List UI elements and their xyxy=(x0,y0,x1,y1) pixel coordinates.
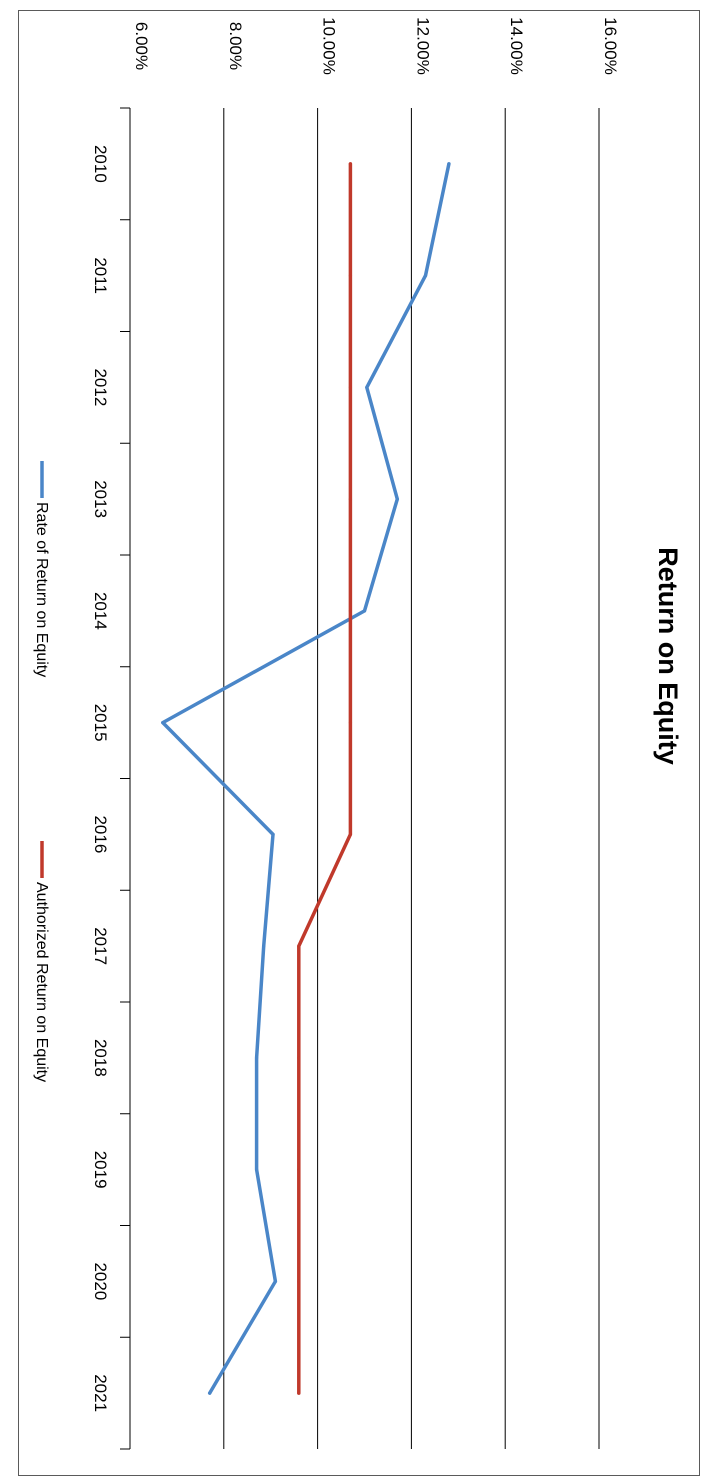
series-lines xyxy=(161,162,450,1394)
gridlines xyxy=(224,108,599,1449)
category-tick-label: 2019 xyxy=(91,1151,110,1189)
category-tick-label: 2021 xyxy=(91,1374,110,1412)
data-point xyxy=(349,386,352,389)
chart-frame: 6.00% 8.00% 10.00% 12.00% 14.00% 16.00% 2010 20… xyxy=(18,10,700,1476)
return-on-equity-chart: 6.00% 8.00% 10.00% 12.00% 14.00% 16.00% 2010 20… xyxy=(19,11,701,1477)
legend-label: Rate of Return on Equity xyxy=(33,502,50,677)
data-point xyxy=(349,274,352,277)
data-point xyxy=(349,833,352,836)
value-tick-label: 6.00% xyxy=(132,22,151,70)
legend: Rate of Return on Equity Authorized Retur… xyxy=(33,461,50,1082)
value-tick-label: 12.00% xyxy=(413,17,432,75)
data-point xyxy=(363,609,366,612)
data-point xyxy=(255,1168,258,1171)
category-tick-label: 2010 xyxy=(91,145,110,183)
chart-title: Return on Equity xyxy=(653,547,683,765)
data-point xyxy=(349,498,352,501)
value-tick-label: 10.00% xyxy=(320,17,339,75)
series-line-authorized-return xyxy=(299,164,351,1393)
data-point xyxy=(161,721,164,724)
category-tick-label: 2016 xyxy=(91,815,110,853)
axis-labels: 6.00% 8.00% 10.00% 12.00% 14.00% 16.00% 2010 20… xyxy=(91,17,620,1412)
data-point xyxy=(274,1280,277,1283)
data-point xyxy=(396,498,399,501)
data-point xyxy=(349,609,352,612)
category-tick-label: 2013 xyxy=(91,480,110,518)
data-point xyxy=(297,1056,300,1059)
data-point xyxy=(255,1056,258,1059)
category-axis xyxy=(120,108,130,1449)
data-point xyxy=(208,1392,211,1395)
data-point xyxy=(424,274,427,277)
series-line-rate-of-return xyxy=(163,164,449,1393)
category-tick-label: 2017 xyxy=(91,927,110,965)
data-point xyxy=(365,386,368,389)
category-tick-label: 2015 xyxy=(91,704,110,742)
data-point xyxy=(297,1280,300,1283)
category-tick-label: 2012 xyxy=(91,368,110,406)
legend-label: Authorized Return on Equity xyxy=(33,882,50,1082)
data-point xyxy=(447,162,450,165)
value-tick-label: 16.00% xyxy=(601,17,620,75)
category-tick-label: 2011 xyxy=(91,257,110,294)
data-point xyxy=(297,1392,300,1395)
data-point xyxy=(297,1168,300,1171)
data-point xyxy=(297,945,300,948)
category-tick-label: 2014 xyxy=(91,592,110,630)
data-point xyxy=(271,833,274,836)
value-tick-label: 14.00% xyxy=(507,17,526,75)
data-point xyxy=(349,721,352,724)
data-point xyxy=(349,162,352,165)
category-tick-label: 2018 xyxy=(91,1039,110,1077)
data-point xyxy=(262,945,265,948)
category-tick-label: 2020 xyxy=(91,1262,110,1300)
value-tick-label: 8.00% xyxy=(226,22,245,70)
